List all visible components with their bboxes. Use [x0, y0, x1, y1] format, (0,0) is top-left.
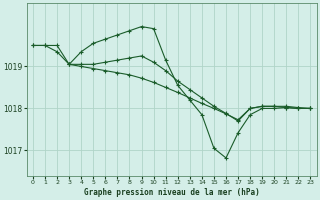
X-axis label: Graphe pression niveau de la mer (hPa): Graphe pression niveau de la mer (hPa): [84, 188, 260, 197]
